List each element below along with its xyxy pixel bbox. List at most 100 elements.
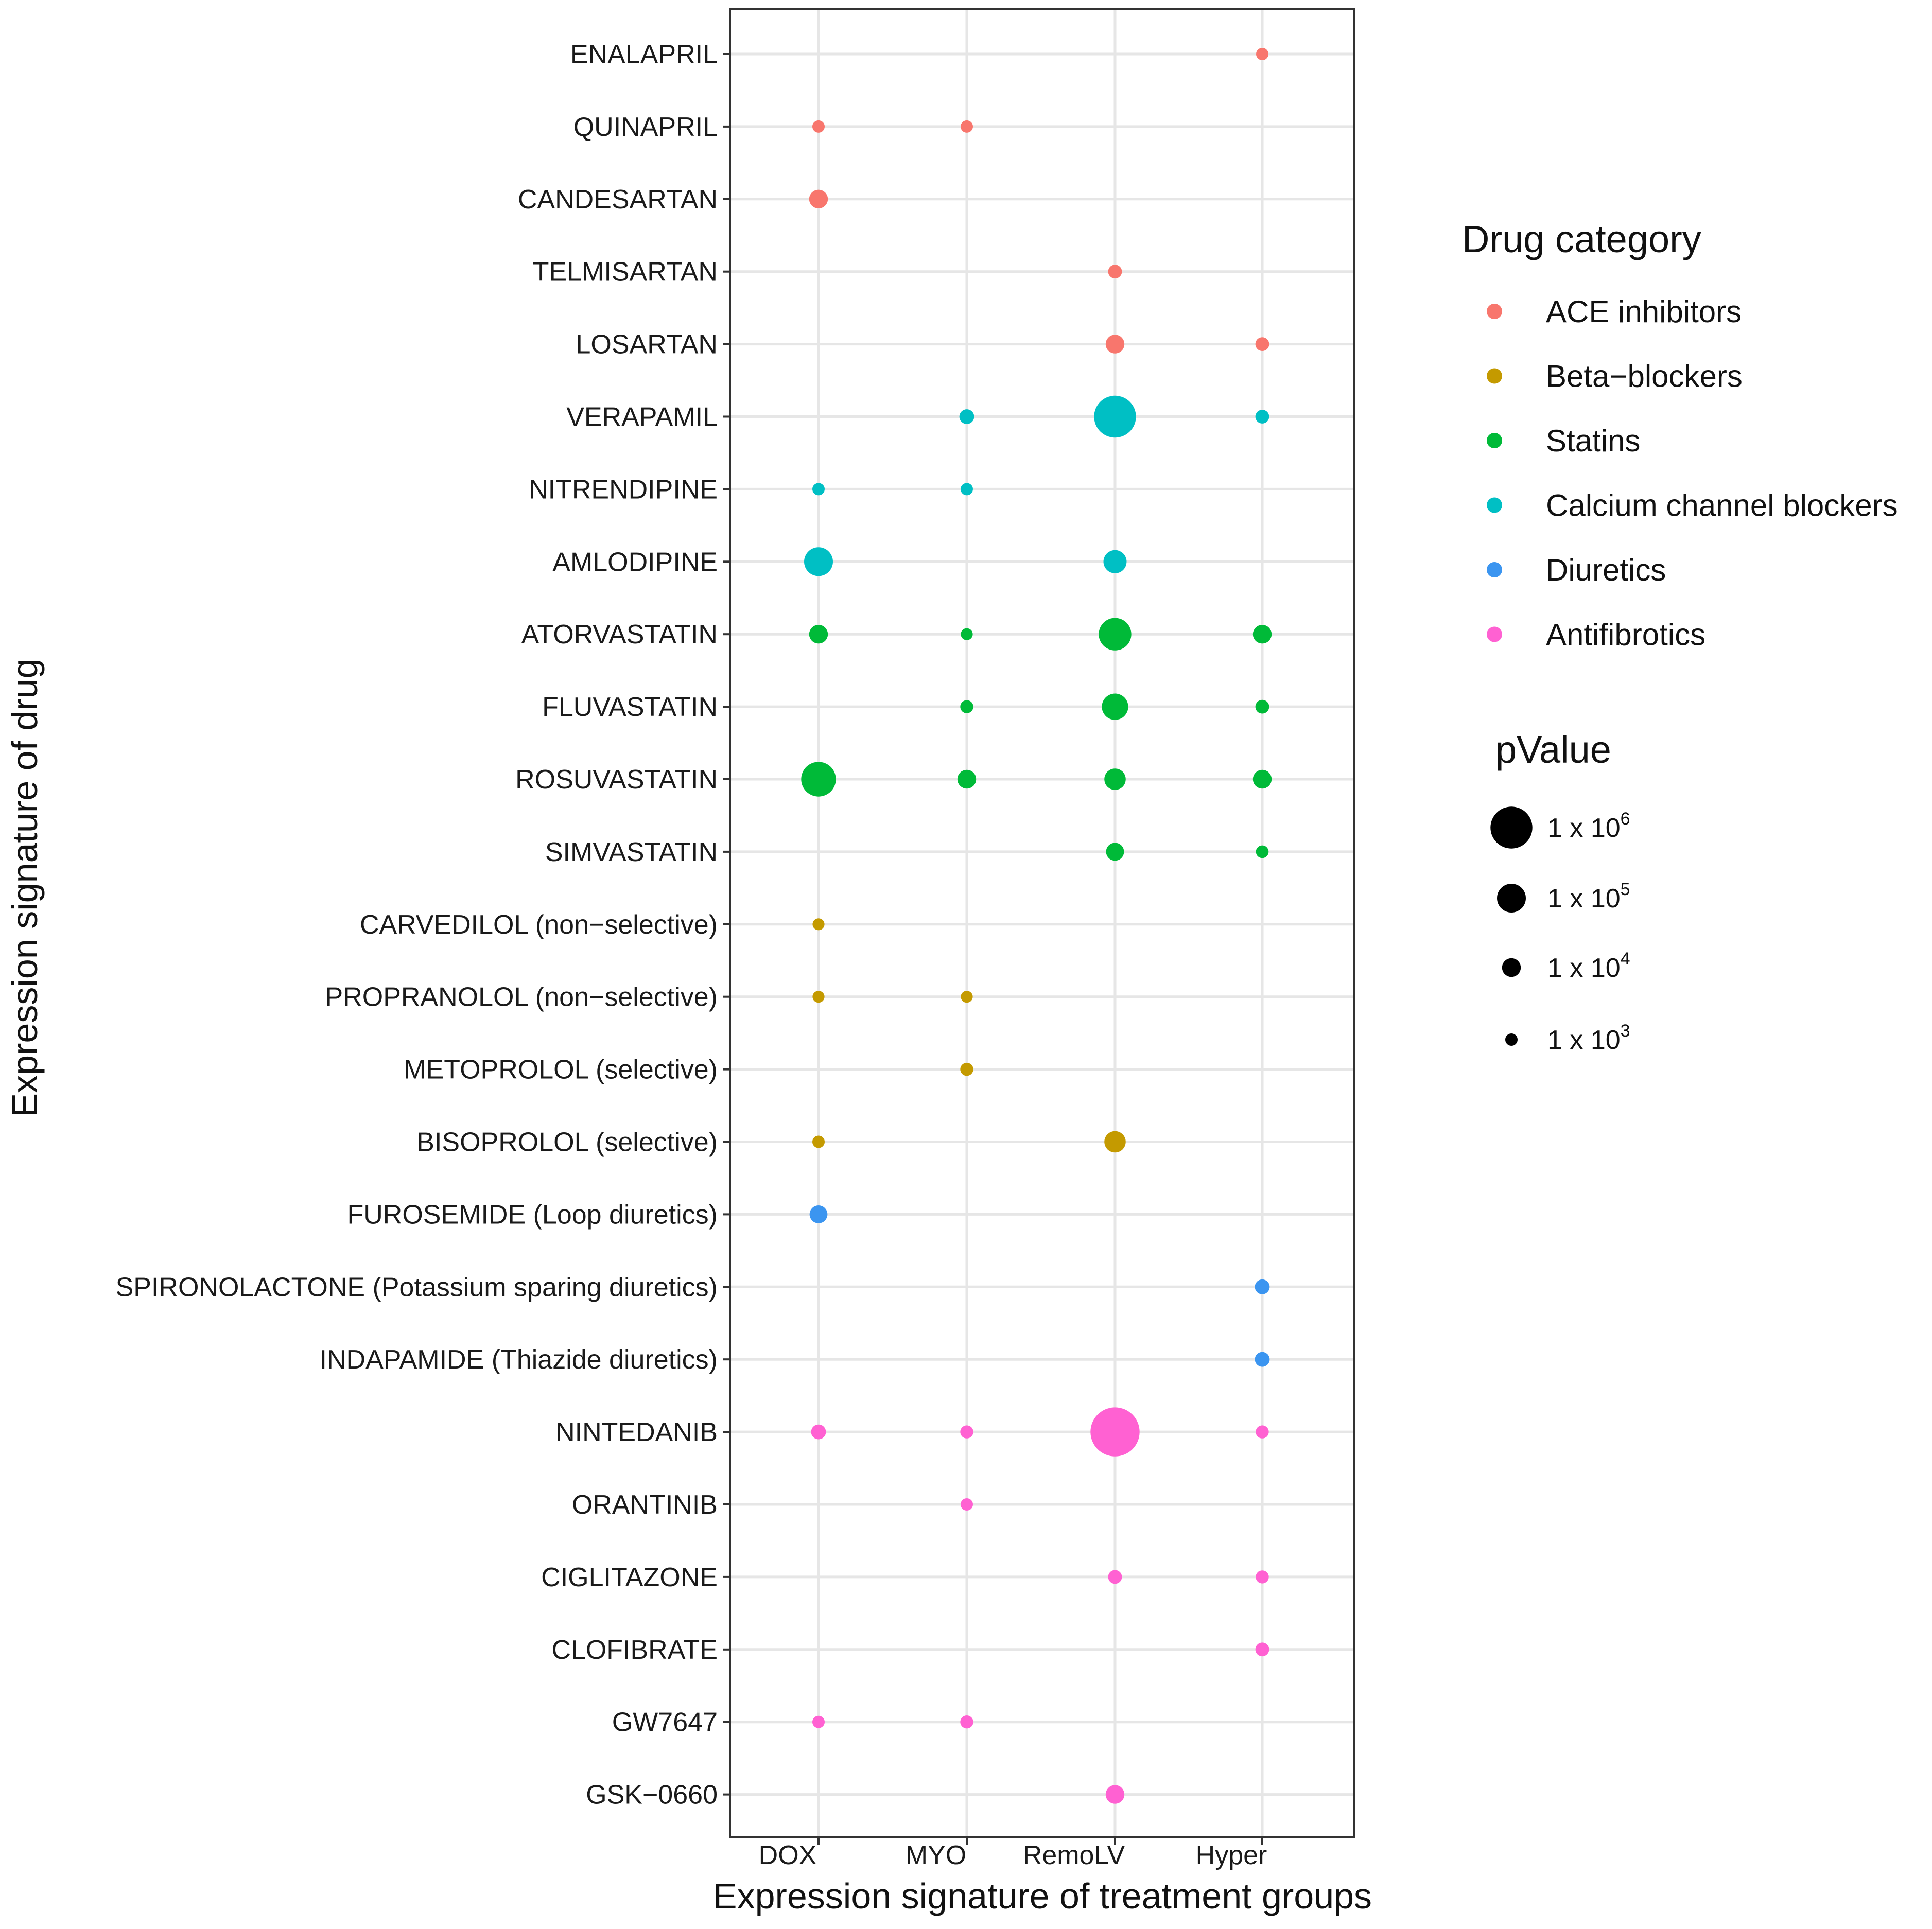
size-label-1e3: 1 x 103 bbox=[1547, 1021, 1630, 1055]
y-tick-label-gsk-0660: GSK−0660 bbox=[586, 1780, 718, 1810]
y-tick-label-nintedanib: NINTEDANIB bbox=[555, 1417, 718, 1447]
size-key-1e5 bbox=[1497, 884, 1526, 913]
point-amlodipine-remolv bbox=[1103, 550, 1127, 573]
y-tick-label-carvedilol-non-selective: CARVEDILOL (non−selective) bbox=[360, 910, 718, 940]
size-label-exponent: 3 bbox=[1621, 1021, 1630, 1041]
point-gw7647-myo bbox=[960, 1715, 973, 1729]
y-tick-label-spironolactone-potassium-sparing-diuretics: SPIRONOLACTONE (Potassium sparing diuret… bbox=[116, 1272, 718, 1302]
point-quinapril-dox bbox=[812, 120, 825, 133]
point-ciglitazone-hyper bbox=[1256, 1570, 1269, 1584]
y-tick-label-telmisartan: TELMISARTAN bbox=[533, 257, 718, 287]
point-bisoprolol-selective-dox bbox=[812, 1135, 825, 1148]
point-nitrendipine-myo bbox=[961, 483, 973, 496]
legend-label-antifibrotics: Antifibrotics bbox=[1546, 618, 1705, 652]
point-bisoprolol-selective-remolv bbox=[1104, 1131, 1126, 1153]
size-label-1e6: 1 x 106 bbox=[1547, 809, 1630, 843]
y-tick-label-indapamide-thiazide-diuretics: INDAPAMIDE (Thiazide diuretics) bbox=[320, 1345, 718, 1375]
point-metoprolol-selective-myo bbox=[960, 1062, 973, 1076]
y-tick-label-bisoprolol-selective: BISOPROLOL (selective) bbox=[416, 1128, 718, 1158]
x-axis-ticks bbox=[817, 1837, 1263, 1845]
point-nitrendipine-dox bbox=[812, 483, 825, 496]
y-tick-label-candesartan: CANDESARTAN bbox=[518, 185, 718, 215]
size-legend-title: pValue bbox=[1495, 728, 1611, 771]
size-key-1e4 bbox=[1502, 958, 1521, 977]
size-label-1e4: 1 x 104 bbox=[1547, 949, 1630, 983]
size-legend-items: 1 x 106 1 x 105 1 x 104 1 x 103 bbox=[1490, 806, 1630, 1055]
point-atorvastatin-remolv bbox=[1099, 618, 1132, 651]
point-nintedanib-hyper bbox=[1256, 1425, 1269, 1439]
point-carvedilol-non-selective-dox bbox=[812, 918, 825, 931]
point-nintedanib-remolv bbox=[1090, 1407, 1140, 1457]
y-tick-label-enalapril: ENALAPRIL bbox=[570, 40, 718, 69]
size-label-exponent: 5 bbox=[1621, 880, 1630, 899]
plot-panel bbox=[729, 8, 1355, 1838]
x-tick-label-dox: DOX bbox=[759, 1840, 817, 1870]
point-fluvastatin-myo bbox=[960, 700, 973, 713]
legend-key-calcium-channel-blockers bbox=[1487, 497, 1502, 513]
y-tick-label-amlodipine: AMLODIPINE bbox=[552, 547, 718, 577]
legend-label-diuretics: Diuretics bbox=[1546, 553, 1666, 587]
point-propranolol-non-selective-myo bbox=[961, 991, 973, 1003]
y-tick-label-gw7647: GW7647 bbox=[612, 1708, 718, 1738]
point-rosuvastatin-hyper bbox=[1252, 769, 1272, 789]
x-tick-label-hyper: Hyper bbox=[1196, 1840, 1267, 1870]
legend-key-ace-inhibitors bbox=[1487, 304, 1502, 319]
size-label-1e5: 1 x 105 bbox=[1547, 880, 1630, 914]
legend-key-antifibrotics bbox=[1487, 626, 1502, 642]
y-tick-label-metoprolol-selective: METOPROLOL (selective) bbox=[404, 1055, 718, 1085]
size-key-1e6 bbox=[1490, 806, 1533, 849]
point-nintedanib-dox bbox=[811, 1424, 826, 1440]
legend-label-beta-blockers: Beta−blockers bbox=[1546, 359, 1743, 394]
point-atorvastatin-dox bbox=[809, 625, 828, 644]
legend-items: ACE inhibitors Beta−blockers Statins Calciu… bbox=[1487, 294, 1898, 652]
y-axis-ticks bbox=[723, 53, 730, 1796]
point-simvastatin-remolv bbox=[1106, 843, 1124, 861]
point-indapamide-thiazide-diuretics-hyper bbox=[1255, 1352, 1270, 1367]
size-label-exponent: 4 bbox=[1621, 949, 1630, 969]
y-tick-label-verapamil: VERAPAMIL bbox=[566, 402, 718, 432]
y-tick-label-propranolol-non-selective: PROPRANOLOL (non−selective) bbox=[325, 983, 718, 1012]
point-furosemide-loop-diuretics-dox bbox=[809, 1205, 828, 1223]
point-amlodipine-dox bbox=[804, 547, 833, 576]
x-tick-label-remolv: RemoLV bbox=[1023, 1840, 1125, 1870]
y-tick-label-nitrendipine: NITRENDIPINE bbox=[529, 475, 718, 504]
point-atorvastatin-myo bbox=[961, 628, 973, 640]
drug-category-legend: Drug category ACE inhibitors Beta−blocker… bbox=[1462, 218, 1898, 652]
y-tick-label-quinapril: QUINAPRIL bbox=[573, 112, 718, 142]
y-tick-label-atorvastatin: ATORVASTATIN bbox=[521, 620, 718, 650]
x-axis-tick-labels: DOX MYO RemoLV Hyper bbox=[759, 1840, 1267, 1870]
y-tick-label-orantinib: ORANTINIB bbox=[572, 1490, 718, 1520]
legend-title: Drug category bbox=[1462, 218, 1701, 260]
point-nintedanib-myo bbox=[960, 1425, 973, 1439]
point-enalapril-hyper bbox=[1256, 48, 1268, 60]
point-verapamil-hyper bbox=[1255, 410, 1269, 424]
x-tick-label-myo: MYO bbox=[906, 1840, 966, 1870]
horizontal-gridlines bbox=[730, 52, 1354, 1796]
y-tick-label-rosuvastatin: ROSUVASTATIN bbox=[515, 765, 718, 795]
point-losartan-hyper bbox=[1255, 337, 1269, 351]
point-telmisartan-remolv bbox=[1108, 265, 1122, 279]
point-rosuvastatin-myo bbox=[957, 769, 977, 789]
point-ciglitazone-remolv bbox=[1108, 1570, 1122, 1584]
point-rosuvastatin-dox bbox=[801, 762, 836, 797]
point-losartan-remolv bbox=[1105, 335, 1125, 354]
legend-label-statins: Statins bbox=[1546, 424, 1640, 458]
point-verapamil-myo bbox=[959, 409, 974, 424]
y-axis-title: Expression signature of drug bbox=[5, 658, 45, 1117]
pvalue-size-legend: pValue 1 x 106 1 x 105 1 x 104 1 x 103 bbox=[1490, 728, 1630, 1055]
size-key-1e3 bbox=[1505, 1033, 1518, 1046]
point-verapamil-remolv bbox=[1094, 395, 1136, 438]
point-atorvastatin-hyper bbox=[1252, 625, 1272, 644]
point-gw7647-dox bbox=[812, 1715, 825, 1728]
legend-label-ace-inhibitors: ACE inhibitors bbox=[1546, 294, 1742, 329]
point-propranolol-non-selective-dox bbox=[812, 991, 825, 1003]
y-tick-label-fluvastatin: FLUVASTATIN bbox=[542, 692, 718, 722]
data-points bbox=[801, 48, 1272, 1804]
legend-key-diuretics bbox=[1487, 562, 1502, 577]
point-orantinib-myo bbox=[961, 1498, 973, 1511]
point-spironolactone-potassium-sparing-diuretics-hyper bbox=[1255, 1279, 1270, 1294]
point-quinapril-myo bbox=[961, 120, 973, 133]
y-tick-label-ciglitazone: CIGLITAZONE bbox=[541, 1563, 718, 1592]
y-tick-label-clofibrate: CLOFIBRATE bbox=[551, 1635, 718, 1665]
